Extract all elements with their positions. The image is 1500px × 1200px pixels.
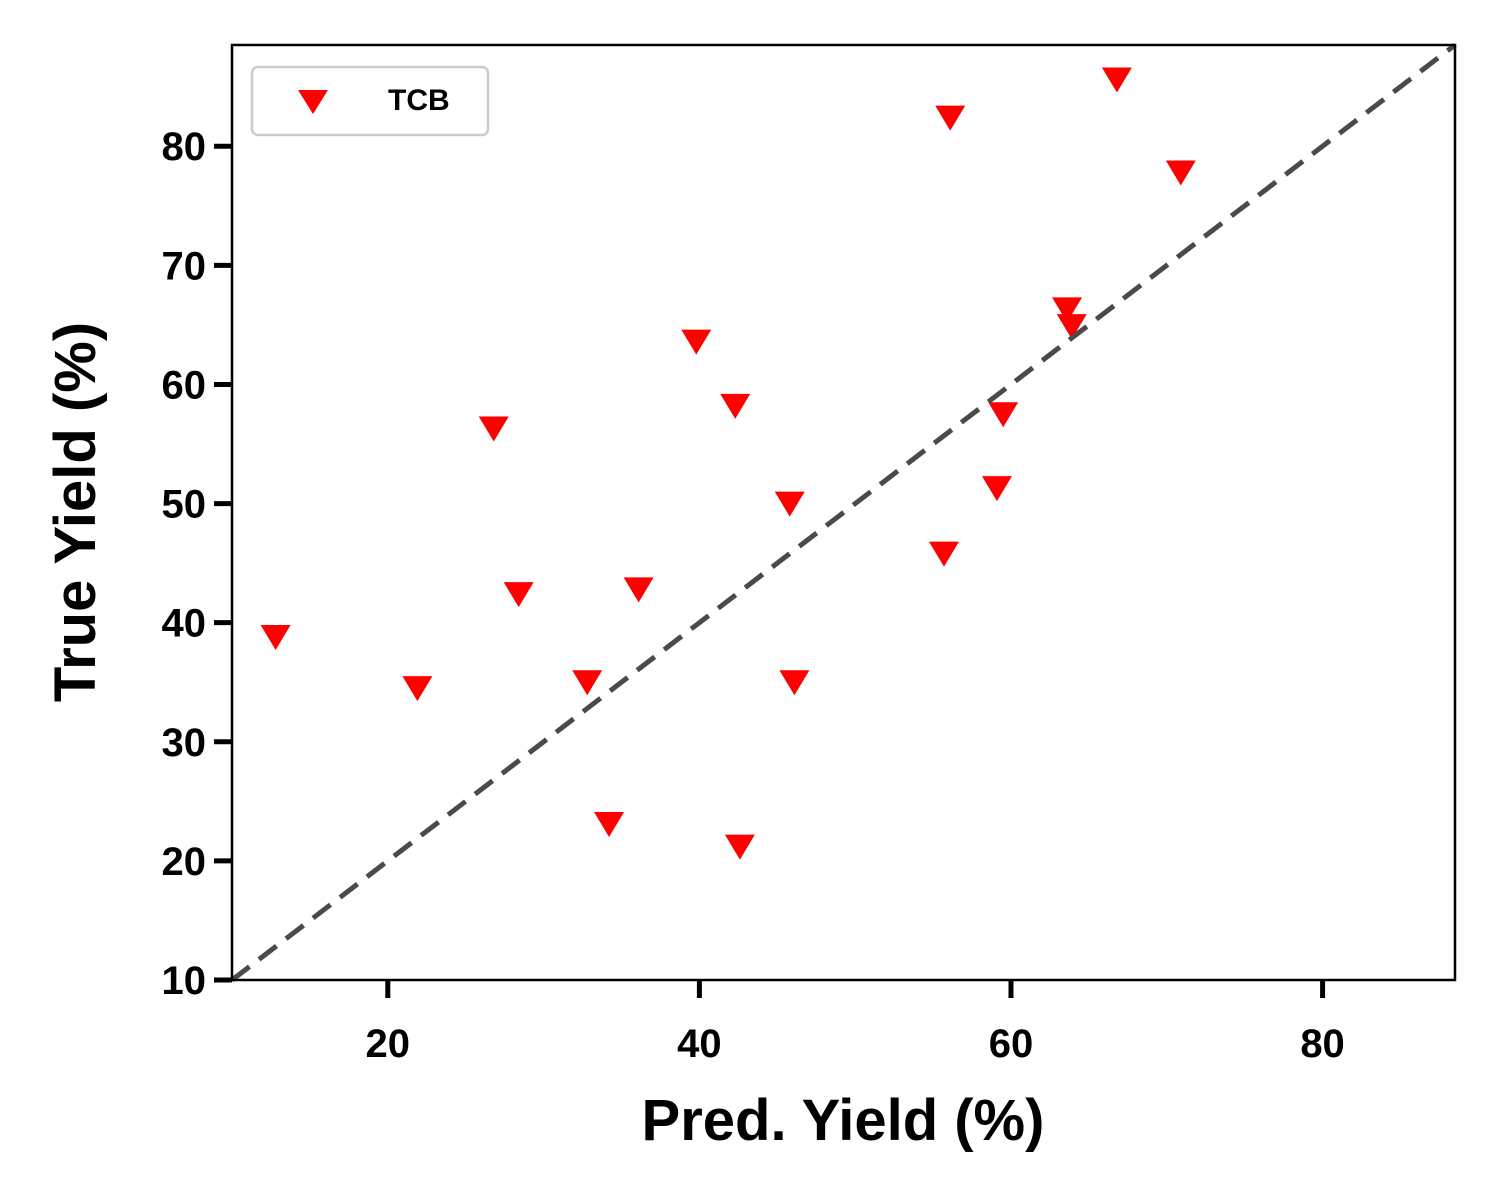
x-tick-label: 60 [989, 1022, 1034, 1066]
data-point [1165, 160, 1196, 186]
data-point [774, 491, 805, 517]
data-point [720, 393, 751, 419]
data-point [988, 402, 1019, 428]
x-axis-ticks: 20 40 60 80 [366, 980, 1345, 1066]
x-tick-label: 40 [677, 1022, 722, 1066]
y-tick-label: 70 [162, 244, 207, 288]
y-tick-label: 30 [162, 721, 207, 765]
data-point [928, 541, 959, 567]
data-point [503, 582, 534, 608]
y-tick-label: 20 [162, 840, 207, 884]
x-axis-label: Pred. Yield (%) [642, 1088, 1045, 1153]
legend-box [250, 65, 490, 137]
y-tick-label: 60 [162, 363, 207, 407]
x-tick-label: 20 [366, 1022, 411, 1066]
data-point [779, 670, 810, 696]
y-axis-ticks: 10 20 30 40 50 60 70 80 [162, 125, 232, 1003]
data-point [623, 577, 654, 603]
data-point [1052, 297, 1083, 323]
plot-frame [230, 43, 1457, 982]
data-points [260, 67, 1196, 860]
data-point [260, 624, 291, 650]
data-point [594, 811, 625, 837]
data-point [981, 476, 1012, 502]
y-axis-label: True Yield (%) [43, 322, 108, 702]
data-point [935, 105, 966, 131]
data-point [724, 834, 755, 860]
legend-marker-triangle-down-icon [298, 90, 328, 114]
y-tick-label: 50 [162, 483, 207, 527]
data-point [1101, 67, 1132, 93]
x-tick-label: 80 [1300, 1022, 1345, 1066]
data-point [681, 329, 712, 355]
data-point [478, 416, 509, 442]
y-tick-label: 40 [162, 602, 207, 646]
data-point [572, 670, 603, 696]
data-point [402, 676, 433, 702]
legend-entry-label: TCB [388, 84, 450, 117]
y-tick-label: 10 [162, 959, 207, 1003]
data-point [1056, 314, 1087, 340]
y-tick-label: 80 [162, 125, 207, 169]
legend: TCB [250, 65, 490, 137]
reference-diagonal-line [230, 43, 1457, 982]
